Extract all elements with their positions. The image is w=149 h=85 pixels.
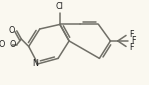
Text: F: F	[130, 43, 134, 52]
Text: N: N	[32, 59, 38, 68]
Text: O: O	[10, 40, 16, 49]
Text: F: F	[130, 30, 134, 39]
Text: Cl: Cl	[56, 2, 64, 11]
Text: O: O	[0, 40, 5, 49]
Text: F: F	[132, 36, 136, 45]
Text: O: O	[9, 26, 15, 35]
